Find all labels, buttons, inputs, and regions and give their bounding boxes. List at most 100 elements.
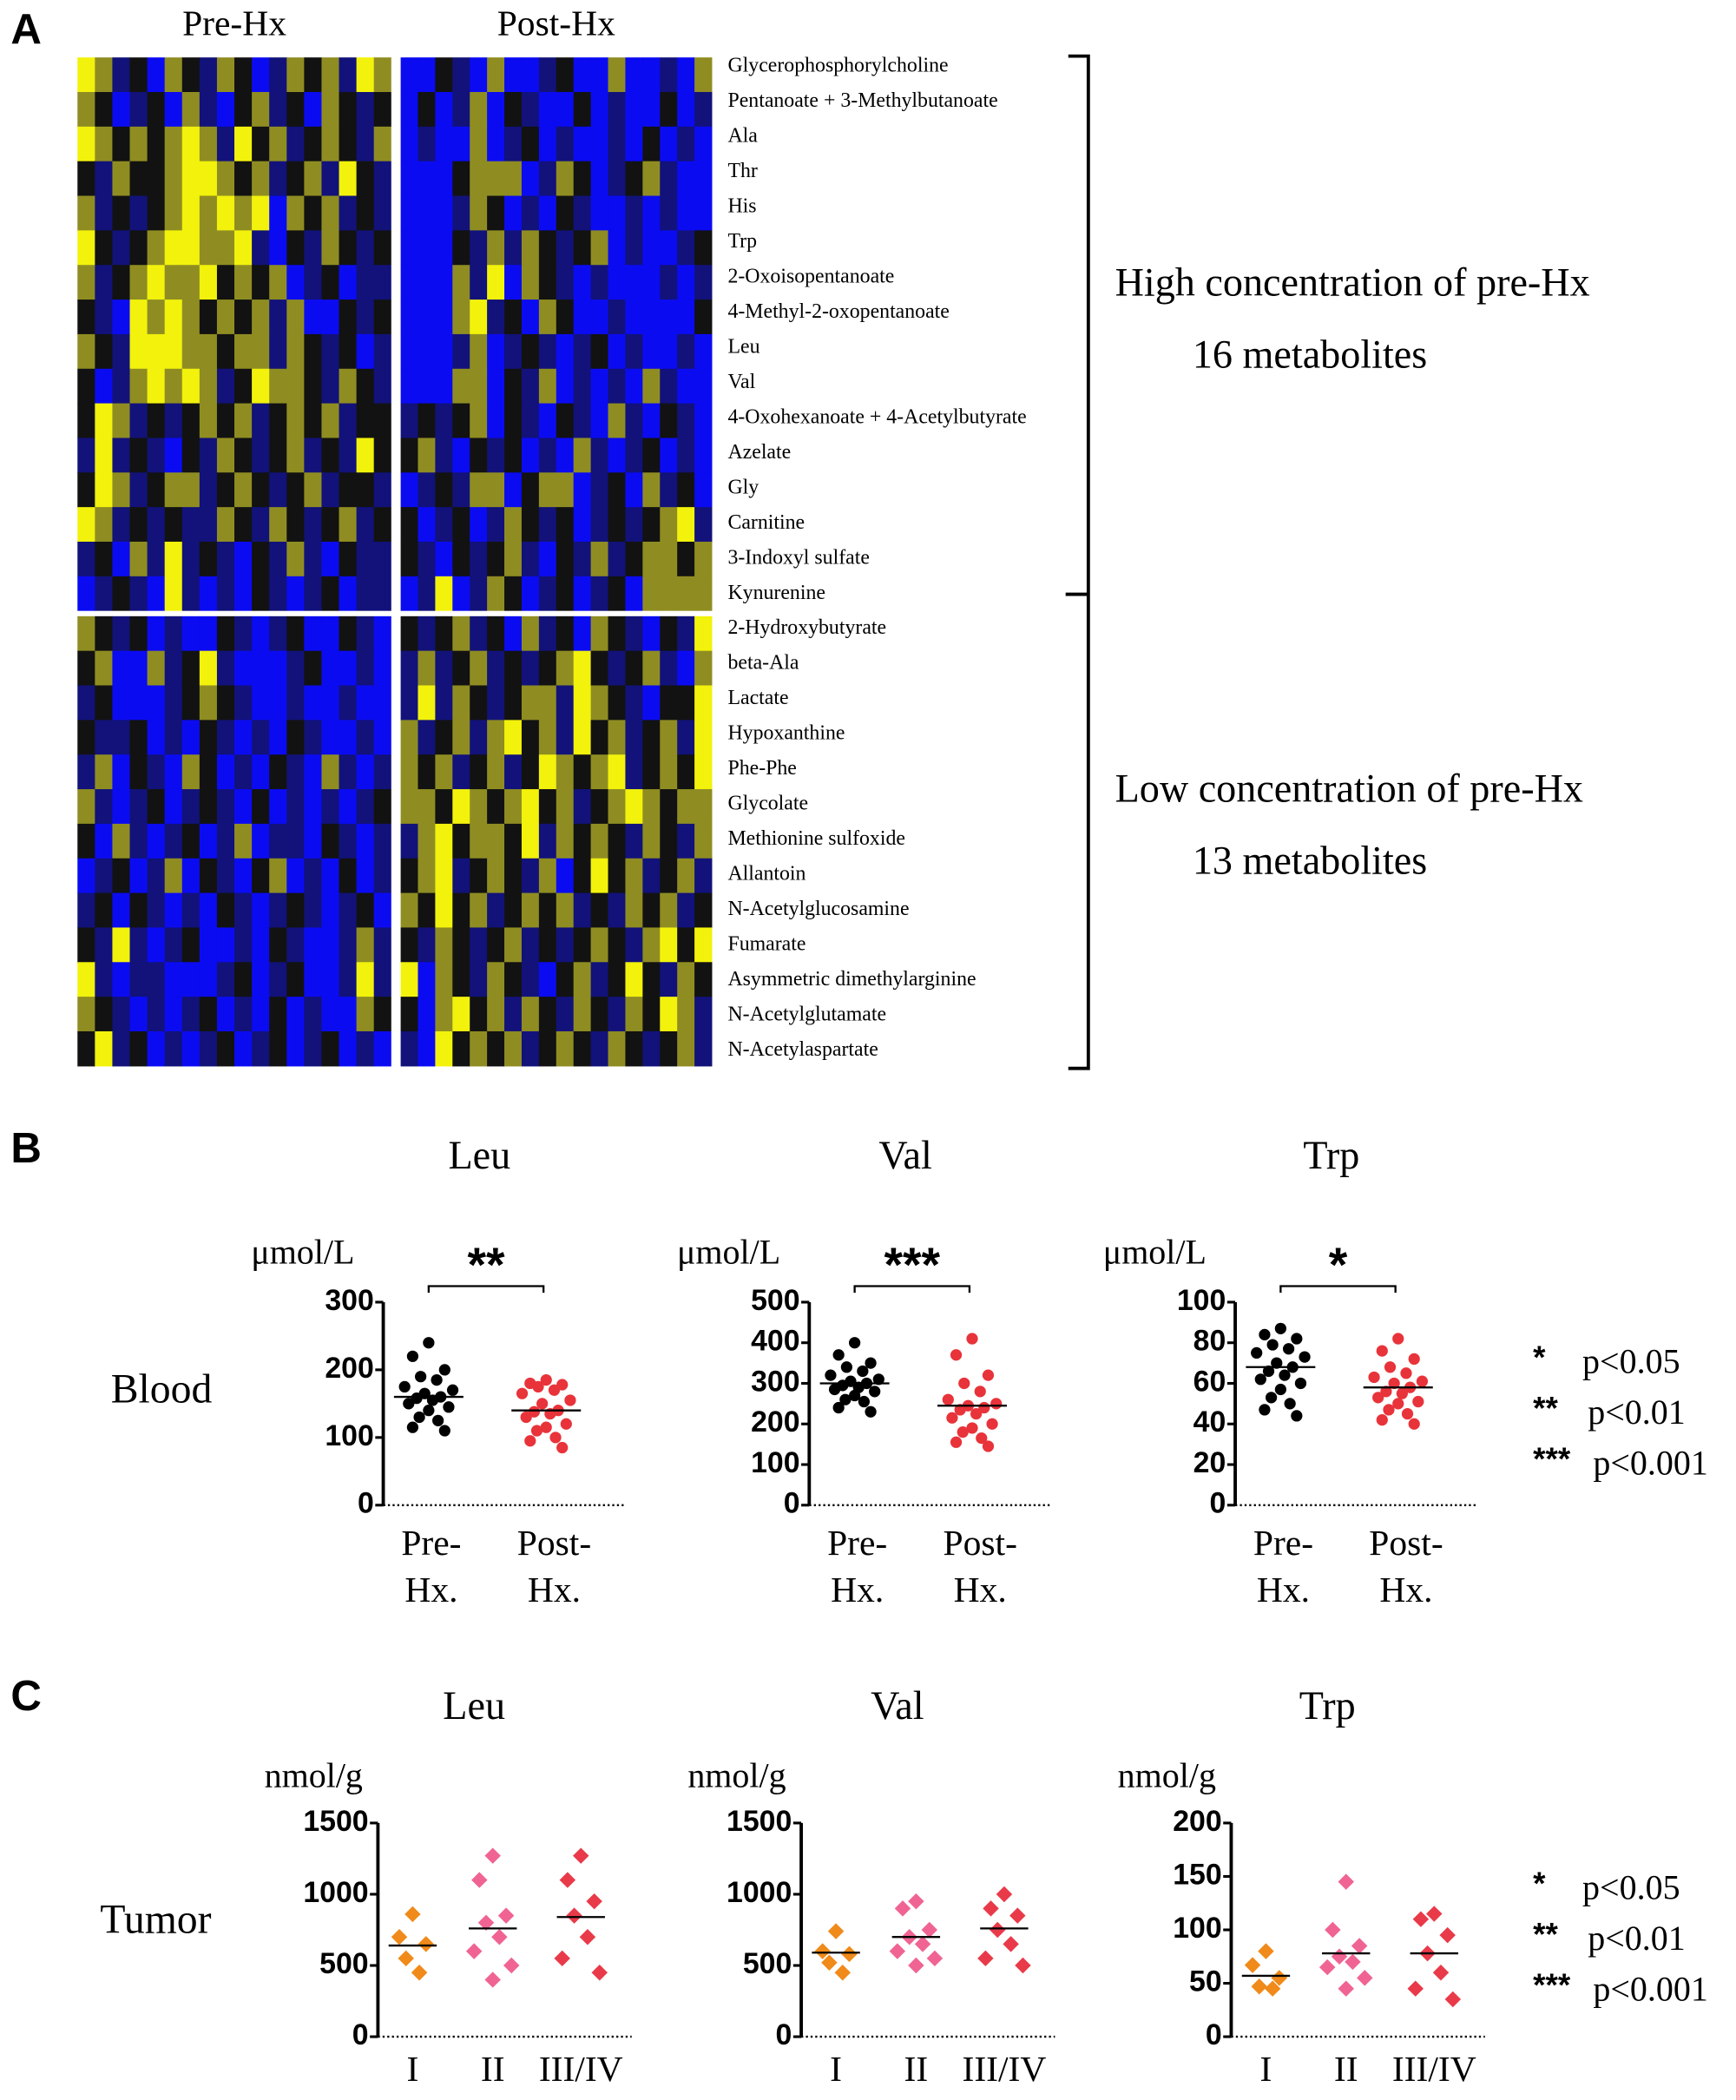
heatmap-cell: [625, 685, 643, 721]
heatmap-cell: [199, 368, 218, 405]
heatmap-cell: [181, 541, 201, 577]
heatmap-cell: [181, 91, 201, 128]
heatmap-cell: [608, 997, 626, 1032]
heatmap-cell: [339, 57, 358, 93]
heatmap-cell: [304, 333, 322, 370]
heatmap-cell: [677, 403, 695, 439]
heatmap-cell: [660, 892, 678, 929]
heatmap-cell: [112, 1030, 130, 1067]
heatmap-cell: [418, 507, 436, 543]
data-point: [914, 1936, 931, 1952]
heatmap-cell: [147, 403, 166, 439]
data-point: [1279, 1369, 1291, 1381]
heatmap-cell: [452, 91, 470, 128]
data-point: [1284, 1398, 1296, 1410]
heatmap-cell: [504, 507, 523, 543]
heatmap-cell: [129, 823, 148, 859]
heatmap-cell: [590, 541, 608, 577]
heatmap-cell: [642, 403, 661, 439]
heatmap-cell: [556, 403, 575, 439]
heatmap-cell: [304, 858, 322, 894]
heatmap-cell: [521, 1030, 540, 1067]
heatmap-cell: [694, 161, 713, 197]
heatmap-cell: [373, 161, 392, 197]
heatmap-cell: [642, 507, 661, 543]
heatmap-cell: [642, 195, 661, 231]
heatmap-cell: [77, 823, 95, 859]
heatmap-cell: [435, 126, 453, 162]
heatmap-cell: [487, 195, 505, 231]
heatmap-cell: [470, 1030, 488, 1067]
heatmap-cell: [608, 300, 626, 335]
heatmap-cell: [216, 161, 235, 197]
heatmap-cell: [487, 789, 505, 825]
data-point: [841, 1945, 858, 1963]
heatmap-cell: [216, 195, 235, 231]
heatmap-cell: [339, 892, 358, 929]
heatmap-cell: [77, 576, 95, 612]
heatmap-cell: [660, 438, 678, 473]
x-tick-label: II: [904, 2049, 929, 2089]
heatmap-cell: [95, 472, 113, 508]
heatmap-cell: [538, 230, 557, 266]
heatmap-cell: [181, 754, 201, 790]
heatmap-cell: [286, 403, 305, 439]
row-label: Leu: [727, 335, 760, 358]
heatmap-cell: [521, 650, 540, 687]
heatmap-cell: [339, 438, 358, 473]
heatmap-cell: [608, 472, 626, 508]
heatmap-cell: [677, 962, 695, 997]
row-label: beta-Ala: [727, 652, 799, 675]
heatmap-cell: [216, 892, 235, 929]
heatmap-cell: [400, 230, 418, 266]
heatmap-cell: [660, 685, 678, 721]
heatmap-cell: [164, 962, 183, 997]
x-tick-label: I: [406, 2049, 418, 2089]
heatmap-cell: [487, 997, 505, 1032]
legend-symbol: **: [1533, 1390, 1558, 1425]
heatmap-cell: [129, 576, 148, 612]
heatmap-cell: [356, 126, 375, 162]
heatmap-cell: [418, 438, 436, 473]
heatmap-cell: [642, 265, 661, 300]
heatmap-cell: [608, 403, 626, 439]
row-label: 4-Oxohexanoate + 4-Acetylbutyrate: [727, 405, 1026, 428]
heatmap-cell: [694, 403, 713, 439]
heatmap-cell: [556, 368, 575, 405]
heatmap-cell: [452, 927, 470, 963]
heatmap-cell: [660, 720, 678, 755]
heatmap-cell: [356, 230, 375, 266]
heatmap-cell: [356, 720, 375, 755]
data-point: [996, 1886, 1013, 1903]
heatmap-cell: [77, 927, 95, 963]
group-label: Post-Hx: [497, 3, 615, 43]
heatmap-cell: [129, 650, 148, 687]
data-point: [865, 1357, 877, 1369]
heatmap-cell: [452, 438, 470, 473]
heatmap-cell: [77, 265, 95, 300]
heatmap-cell: [95, 126, 113, 162]
heatmap-cell: [538, 789, 557, 825]
heatmap-cell: [95, 507, 113, 543]
legend-symbol: *: [1533, 1340, 1546, 1375]
heatmap-cell: [521, 858, 540, 894]
heatmap-cell: [625, 438, 643, 473]
heatmap-cell: [181, 616, 201, 652]
heatmap-cell: [470, 265, 488, 300]
heatmap-cell: [304, 927, 322, 963]
heatmap-cell: [400, 541, 418, 577]
heatmap-cell: [373, 91, 392, 128]
heatmap-cell: [164, 650, 183, 687]
heatmap-cell: [435, 472, 453, 508]
heatmap-cell: [504, 685, 523, 721]
heatmap-cell: [573, 368, 592, 405]
heatmap-cell: [234, 195, 253, 231]
heatmap-cell: [286, 126, 305, 162]
data-point: [1264, 1980, 1281, 1997]
row-label: N-Acetylglutamate: [727, 1004, 886, 1026]
heatmap-cell: [147, 789, 166, 825]
heatmap-cell: [216, 300, 235, 335]
data-point: [977, 1950, 994, 1967]
heatmap-cell: [573, 754, 592, 790]
heatmap-cell: [95, 161, 113, 197]
